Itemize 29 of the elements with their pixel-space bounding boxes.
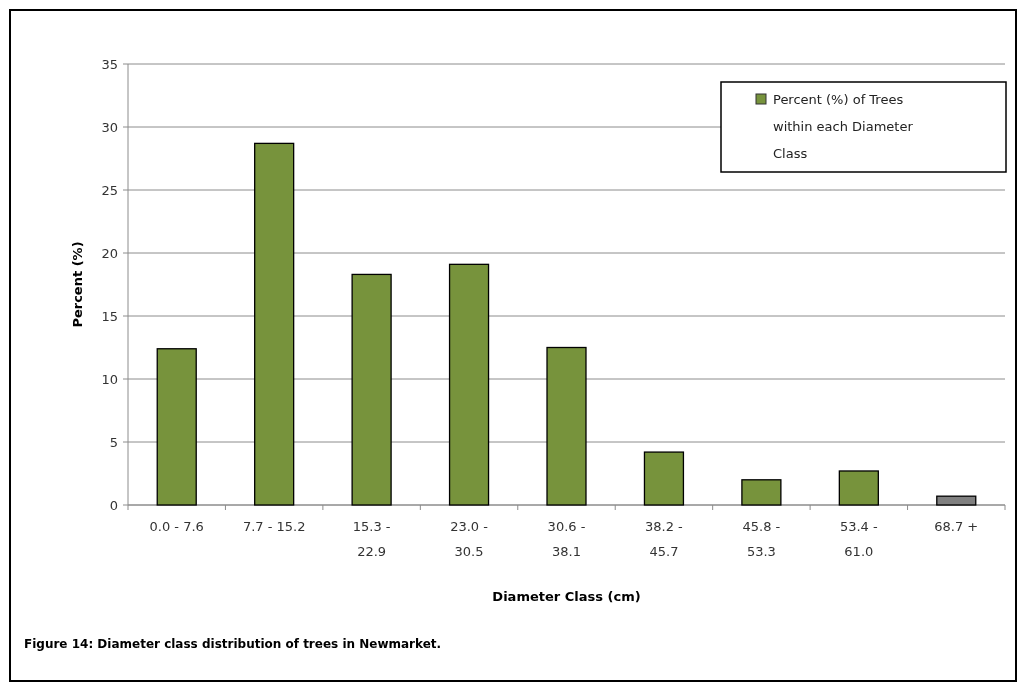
y-axis-title: Percent (%): [70, 241, 85, 328]
x-tick-label: 38.2 - 45.7: [645, 519, 684, 559]
y-tick-label: 35: [101, 56, 118, 72]
bar: [546, 346, 587, 506]
bar: [351, 273, 392, 506]
y-tick-label: 10: [101, 371, 118, 387]
x-tick-label: 0.0 - 7.6: [149, 519, 204, 534]
x-tick-label: 23.0 - 30.5: [450, 519, 489, 559]
bar: [838, 470, 879, 506]
bar: [643, 451, 685, 506]
y-tick-label: 25: [101, 182, 118, 198]
caption: Figure 14: Diameter class distribution of trees in Newmarket.: [24, 637, 442, 651]
legend-label: Percent (%) of Trees within each Diameter Class: [773, 92, 914, 161]
x-tick-label: 15.3 - 22.9: [352, 519, 391, 559]
y-tick-label: 0: [109, 497, 118, 513]
bar: [156, 348, 197, 506]
x-tick-label: 53.4 - 61.0: [839, 519, 879, 559]
y-tick-label: 30: [101, 119, 118, 135]
bar: [448, 263, 490, 506]
y-tick-label: 5: [109, 434, 118, 450]
x-tick-label: 7.7 - 15.2: [242, 519, 306, 534]
y-tick-label: 20: [101, 245, 118, 261]
x-tick-label: 45.8 - 53.3: [742, 519, 781, 559]
x-tick-label: 30.6 - 38.1: [547, 519, 586, 559]
bar: [741, 479, 782, 506]
bar: [254, 142, 295, 506]
x-tick-label: 68.7 +: [934, 519, 979, 534]
x-axis-title: Diameter Class (cm): [492, 589, 641, 604]
y-tick-label: 15: [101, 308, 118, 324]
